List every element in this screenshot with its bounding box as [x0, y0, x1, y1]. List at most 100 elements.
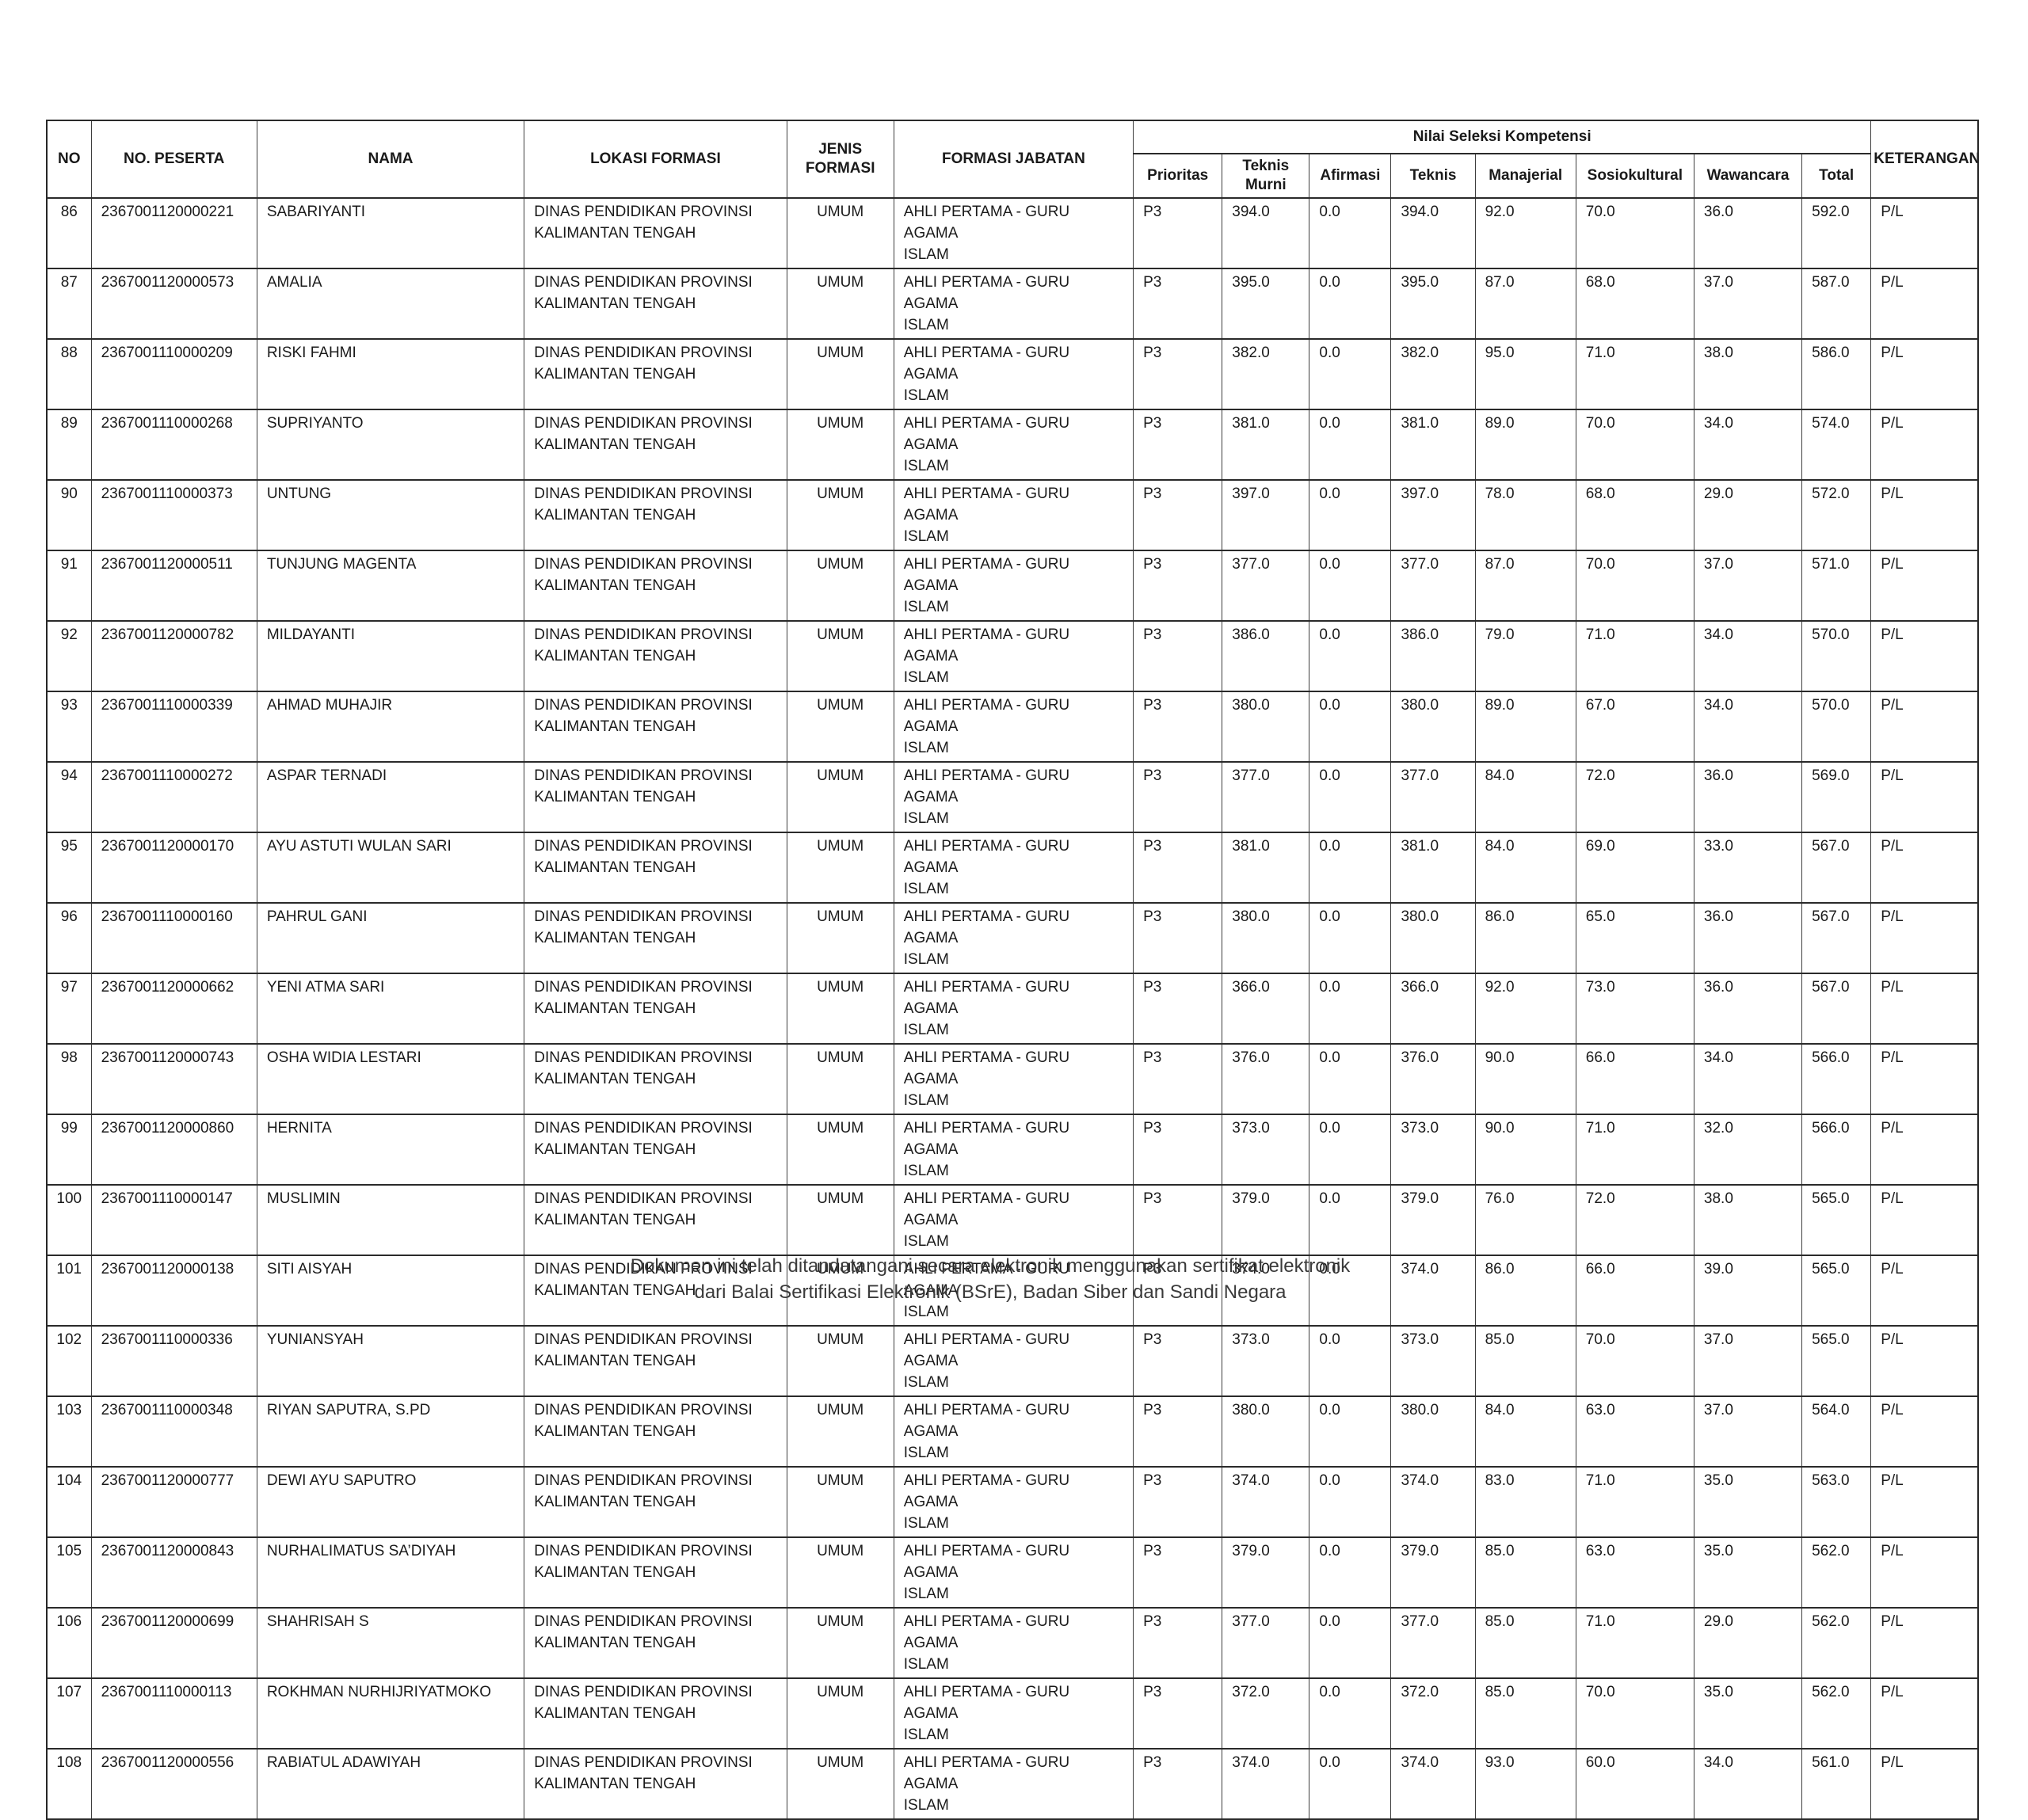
- cell-wawancara: 34.0: [1693, 409, 1803, 481]
- cell-no: 91: [46, 550, 92, 622]
- cell-manajerial: 78.0: [1474, 479, 1576, 551]
- cell-total: 566.0: [1801, 1114, 1872, 1186]
- cell-jenis-formasi: UMUM: [786, 761, 894, 833]
- cell-no-peserta: 2367001110000113: [90, 1677, 257, 1750]
- cell-afirmasi: 0.0: [1309, 338, 1392, 410]
- cell-sosiokultural: 71.0: [1575, 1607, 1694, 1679]
- cell-formasi-jabatan: AHLI PERTAMA - GURU AGAMA ISLAM: [893, 761, 1134, 833]
- header-wawancara: Wawancara: [1693, 153, 1803, 199]
- cell-prioritas: P3: [1133, 1536, 1223, 1609]
- cell-total: 586.0: [1801, 338, 1872, 410]
- cell-lokasi-formasi: DINAS PENDIDIKAN PROVINSI KALIMANTAN TEN…: [524, 550, 787, 622]
- cell-keterangan: P/L: [1870, 268, 1979, 340]
- cell-teknis-murni: 366.0: [1222, 973, 1310, 1045]
- cell-no-peserta: 2367001120000782: [90, 620, 257, 692]
- cell-manajerial: 89.0: [1474, 691, 1576, 763]
- cell-nama: DEWI AYU SAPUTRO: [256, 1466, 525, 1538]
- cell-wawancara: 36.0: [1693, 761, 1803, 833]
- table-row: 108 2367001120000556 RABIATUL ADAWIYAH D…: [46, 1748, 1979, 1820]
- cell-total: 566.0: [1801, 1043, 1872, 1115]
- cell-teknis-murni: 397.0: [1222, 479, 1310, 551]
- cell-afirmasi: 0.0: [1309, 1466, 1392, 1538]
- cell-teknis: 377.0: [1390, 761, 1476, 833]
- cell-afirmasi: 0.0: [1309, 761, 1392, 833]
- cell-no: 97: [46, 973, 92, 1045]
- header-jenis-formasi: JENIS FORMASI: [786, 120, 894, 199]
- header-no-peserta: NO. PESERTA: [90, 120, 257, 199]
- cell-lokasi-formasi: DINAS PENDIDIKAN PROVINSI KALIMANTAN TEN…: [524, 1395, 787, 1468]
- cell-formasi-jabatan: AHLI PERTAMA - GURU AGAMA ISLAM: [893, 902, 1134, 974]
- cell-wawancara: 34.0: [1693, 1748, 1803, 1820]
- cell-jenis-formasi: UMUM: [786, 338, 894, 410]
- cell-teknis-murni: 374.0: [1222, 1255, 1310, 1327]
- cell-lokasi-formasi: DINAS PENDIDIKAN PROVINSI KALIMANTAN TEN…: [524, 761, 787, 833]
- cell-keterangan: P/L: [1870, 1043, 1979, 1115]
- cell-prioritas: P3: [1133, 973, 1223, 1045]
- cell-sosiokultural: 70.0: [1575, 1677, 1694, 1750]
- cell-sosiokultural: 71.0: [1575, 1114, 1694, 1186]
- cell-jenis-formasi: UMUM: [786, 1677, 894, 1750]
- cell-nama: SHAHRISAH S: [256, 1607, 525, 1679]
- cell-no-peserta: 2367001120000556: [90, 1748, 257, 1820]
- cell-wawancara: 38.0: [1693, 1184, 1803, 1256]
- cell-prioritas: P3: [1133, 1325, 1223, 1397]
- cell-keterangan: P/L: [1870, 832, 1979, 904]
- cell-afirmasi: 0.0: [1309, 1184, 1392, 1256]
- cell-jenis-formasi: UMUM: [786, 479, 894, 551]
- cell-formasi-jabatan: AHLI PERTAMA - GURU AGAMA ISLAM: [893, 197, 1134, 269]
- cell-lokasi-formasi: DINAS PENDIDIKAN PROVINSI KALIMANTAN TEN…: [524, 1255, 787, 1327]
- table-row: 92 2367001120000782 MILDAYANTI DINAS PEN…: [46, 620, 1979, 692]
- cell-prioritas: P3: [1133, 1607, 1223, 1679]
- cell-manajerial: 85.0: [1474, 1325, 1576, 1397]
- cell-manajerial: 84.0: [1474, 1395, 1576, 1468]
- cell-total: 565.0: [1801, 1325, 1872, 1397]
- cell-no: 86: [46, 197, 92, 269]
- cell-afirmasi: 0.0: [1309, 1677, 1392, 1750]
- cell-formasi-jabatan: AHLI PERTAMA - GURU AGAMA ISLAM: [893, 973, 1134, 1045]
- cell-prioritas: P3: [1133, 761, 1223, 833]
- cell-prioritas: P3: [1133, 1184, 1223, 1256]
- cell-total: 562.0: [1801, 1677, 1872, 1750]
- cell-formasi-jabatan: AHLI PERTAMA - GURU AGAMA ISLAM: [893, 1184, 1134, 1256]
- cell-total: 567.0: [1801, 902, 1872, 974]
- cell-no-peserta: 2367001120000573: [90, 268, 257, 340]
- cell-no: 90: [46, 479, 92, 551]
- cell-prioritas: P3: [1133, 409, 1223, 481]
- cell-teknis-murni: 374.0: [1222, 1466, 1310, 1538]
- cell-nama: RABIATUL ADAWIYAH: [256, 1748, 525, 1820]
- header-row-group: NO NO. PESERTA NAMA LOKASI FORMASI JENIS…: [46, 120, 1979, 199]
- cell-jenis-formasi: UMUM: [786, 1748, 894, 1820]
- cell-teknis: 395.0: [1390, 268, 1476, 340]
- cell-manajerial: 90.0: [1474, 1043, 1576, 1115]
- table-row: 99 2367001120000860 HERNITA DINAS PENDID…: [46, 1114, 1979, 1186]
- cell-no: 98: [46, 1043, 92, 1115]
- cell-keterangan: P/L: [1870, 479, 1979, 551]
- header-manajerial: Manajerial: [1474, 153, 1576, 199]
- cell-teknis: 381.0: [1390, 409, 1476, 481]
- cell-keterangan: P/L: [1870, 1536, 1979, 1609]
- cell-sosiokultural: 70.0: [1575, 550, 1694, 622]
- cell-teknis: 373.0: [1390, 1114, 1476, 1186]
- cell-formasi-jabatan: AHLI PERTAMA - GURU AGAMA ISLAM: [893, 1677, 1134, 1750]
- cell-wawancara: 29.0: [1693, 479, 1803, 551]
- cell-prioritas: P3: [1133, 1466, 1223, 1538]
- cell-prioritas: P3: [1133, 1043, 1223, 1115]
- cell-nama: ASPAR TERNADI: [256, 761, 525, 833]
- cell-total: 561.0: [1801, 1748, 1872, 1820]
- cell-sosiokultural: 71.0: [1575, 338, 1694, 410]
- cell-lokasi-formasi: DINAS PENDIDIKAN PROVINSI KALIMANTAN TEN…: [524, 1043, 787, 1115]
- cell-prioritas: P3: [1133, 268, 1223, 340]
- cell-teknis: 382.0: [1390, 338, 1476, 410]
- cell-no-peserta: 2367001110000336: [90, 1325, 257, 1397]
- cell-teknis: 381.0: [1390, 832, 1476, 904]
- cell-no-peserta: 2367001120000699: [90, 1607, 257, 1679]
- cell-keterangan: P/L: [1870, 973, 1979, 1045]
- cell-formasi-jabatan: AHLI PERTAMA - GURU AGAMA ISLAM: [893, 268, 1134, 340]
- cell-teknis-murni: 373.0: [1222, 1114, 1310, 1186]
- cell-lokasi-formasi: DINAS PENDIDIKAN PROVINSI KALIMANTAN TEN…: [524, 691, 787, 763]
- cell-keterangan: P/L: [1870, 550, 1979, 622]
- cell-wawancara: 36.0: [1693, 902, 1803, 974]
- cell-jenis-formasi: UMUM: [786, 197, 894, 269]
- cell-lokasi-formasi: DINAS PENDIDIKAN PROVINSI KALIMANTAN TEN…: [524, 338, 787, 410]
- cell-wawancara: 34.0: [1693, 691, 1803, 763]
